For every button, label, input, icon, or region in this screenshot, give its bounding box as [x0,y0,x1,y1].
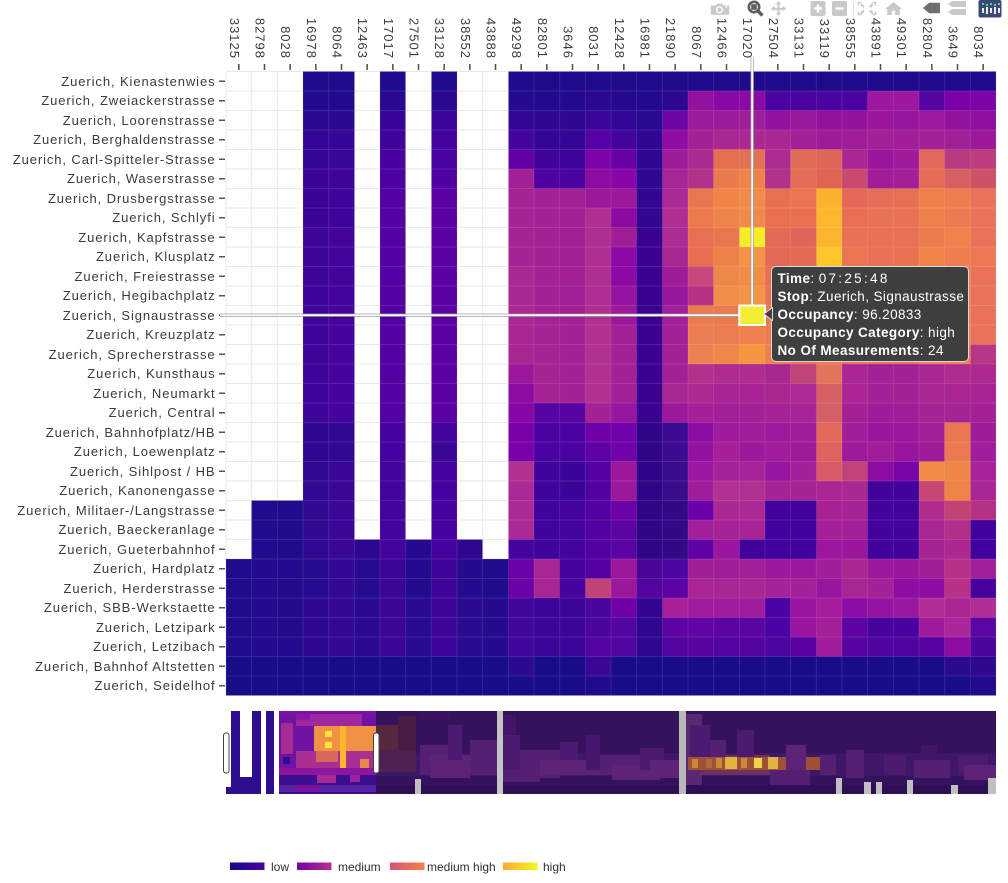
svg-text:Zuerich, Kreuzplatz: Zuerich, Kreuzplatz [86,327,215,342]
svg-text:33125: 33125 [227,18,242,59]
svg-text:Zuerich, Waserstrasse: Zuerich, Waserstrasse [67,171,215,186]
svg-text:Zuerich, Kunsthaus: Zuerich, Kunsthaus [87,366,215,381]
svg-text:Zuerich, Sprecherstrasse: Zuerich, Sprecherstrasse [49,347,216,362]
svg-text:Zuerich, Hegibachplatz: Zuerich, Hegibachplatz [63,288,216,303]
svg-text:Zuerich, Gueterbahnhof: Zuerich, Gueterbahnhof [58,542,215,557]
svg-text:Zuerich, Klusplatz: Zuerich, Klusplatz [96,249,216,264]
svg-text:Zuerich, Kanonengasse: Zuerich, Kanonengasse [59,483,215,498]
svg-text:high: high [543,860,566,874]
svg-text:8067: 8067 [689,26,704,59]
svg-text:43888: 43888 [484,18,499,59]
svg-text:medium: medium [338,860,381,874]
svg-text:3646: 3646 [561,26,576,59]
svg-text:27501: 27501 [407,18,422,59]
svg-text:Zuerich, Militaer-/Langstrasse: Zuerich, Militaer-/Langstrasse [17,503,215,518]
svg-text:33128: 33128 [432,18,447,59]
svg-text:17017: 17017 [381,18,396,59]
svg-text:49301: 49301 [894,18,909,59]
svg-text:Zuerich, Bahnhofplatz/HB: Zuerich, Bahnhofplatz/HB [46,425,216,440]
svg-text:38552: 38552 [458,18,473,59]
svg-text:12466: 12466 [715,18,730,59]
svg-text:21890: 21890 [663,18,678,59]
svg-text:Zuerich, Berghaldenstrasse: Zuerich, Berghaldenstrasse [33,132,215,147]
svg-text:16978: 16978 [304,18,319,59]
svg-text:medium high: medium high [427,860,496,874]
svg-text:33131: 33131 [792,18,807,59]
svg-text:43891: 43891 [869,18,884,59]
svg-text:12463: 12463 [355,18,370,59]
svg-text:49298: 49298 [509,18,524,59]
svg-text:Zuerich, Seidelhof: Zuerich, Seidelhof [95,678,216,693]
svg-text:Zuerich, Central: Zuerich, Central [109,405,216,420]
svg-text:3649: 3649 [946,26,961,59]
svg-text:38555: 38555 [843,18,858,59]
svg-text:Zuerich, Hardplatz: Zuerich, Hardplatz [93,561,215,576]
svg-text:82801: 82801 [535,18,550,59]
svg-text:8028: 8028 [278,26,293,59]
svg-text:Zuerich, Schlyfi: Zuerich, Schlyfi [112,210,215,225]
svg-text:Zuerich, Loewenplatz: Zuerich, Loewenplatz [74,444,216,459]
svg-text:Zuerich, Loorenstrasse: Zuerich, Loorenstrasse [63,113,216,128]
svg-text:8034: 8034 [971,26,986,59]
svg-text:12428: 12428 [612,18,627,59]
svg-text:Zuerich, Letzibach: Zuerich, Letzibach [93,639,215,654]
svg-text:Zuerich, Bahnhof Altstetten: Zuerich, Bahnhof Altstetten [35,659,215,674]
svg-text:82804: 82804 [920,18,935,59]
svg-text:Zuerich, Baeckeranlage: Zuerich, Baeckeranlage [58,522,215,537]
svg-text:Zuerich, Letzipark: Zuerich, Letzipark [96,620,216,635]
svg-text:17020: 17020 [740,18,755,59]
svg-text:Zuerich, Signaustrasse: Zuerich, Signaustrasse [63,308,216,323]
svg-text:Zuerich, Freiestrasse: Zuerich, Freiestrasse [75,269,216,284]
svg-text:Zuerich, Drusbergstrasse: Zuerich, Drusbergstrasse [48,191,216,206]
svg-text:33119: 33119 [817,19,832,59]
svg-text:Zuerich, Carl-Spitteler-Strass: Zuerich, Carl-Spitteler-Strasse [13,152,216,167]
svg-text:Zuerich, Neumarkt: Zuerich, Neumarkt [93,386,215,401]
svg-text:Zuerich, Kapfstrasse: Zuerich, Kapfstrasse [78,230,215,245]
svg-text:low: low [271,860,289,874]
svg-text:Zuerich, Herderstrasse: Zuerich, Herderstrasse [63,581,215,596]
svg-text:Zuerich, SBB-Werkstaette: Zuerich, SBB-Werkstaette [44,600,216,615]
svg-text:82798: 82798 [253,18,268,59]
svg-text:27504: 27504 [766,18,781,59]
svg-text:16981: 16981 [638,18,653,59]
svg-text:8031: 8031 [586,26,601,59]
svg-text:Zuerich, Kienastenwies: Zuerich, Kienastenwies [61,74,215,89]
svg-text:Zuerich, Zweiackerstrasse: Zuerich, Zweiackerstrasse [41,93,215,108]
svg-text:8064: 8064 [330,26,345,59]
svg-text:Zuerich, Sihlpost / HB: Zuerich, Sihlpost / HB [70,464,216,479]
